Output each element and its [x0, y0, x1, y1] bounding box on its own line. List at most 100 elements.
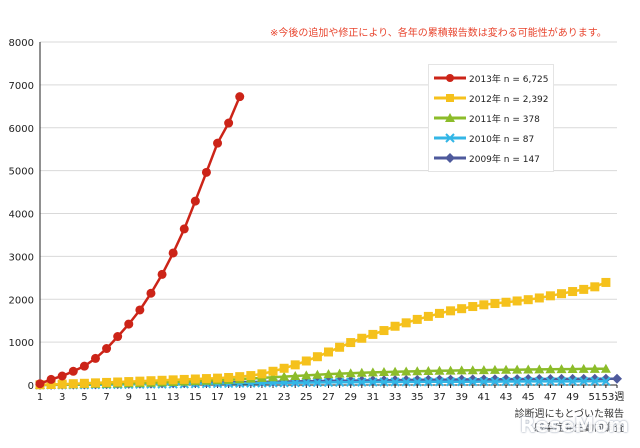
data-point: [290, 377, 300, 388]
x-tick-label: 49: [566, 392, 579, 403]
y-axis-ticks: 0 1000 2000 3000 4000 5000 6000 7000 8000: [9, 38, 34, 392]
data-point: [301, 370, 312, 380]
data-point: [102, 344, 112, 354]
data-point: [567, 376, 578, 387]
data-point: [102, 377, 112, 387]
y-tick-label: 0: [28, 381, 34, 392]
data-point: [268, 372, 279, 382]
data-point: [600, 363, 611, 373]
legend-marker-2013: [434, 74, 466, 82]
data-point: [312, 352, 322, 362]
data-point: [113, 377, 123, 387]
data-point: [501, 364, 512, 374]
data-point: [279, 371, 290, 381]
data-point: [312, 377, 323, 388]
data-point: [557, 289, 567, 299]
data-point-stroke: [567, 376, 578, 387]
x-tick-label: 25: [300, 392, 313, 403]
legend-label-2012: 2012年 n = 2,392: [469, 95, 549, 105]
x-tick-label: 47: [544, 392, 557, 403]
data-point: [479, 376, 489, 387]
legend-item-2012: 2012年 n = 2,392: [429, 89, 553, 107]
data-point: [567, 364, 578, 374]
legend-item-2013: 2013年 n = 6,725: [429, 69, 553, 87]
data-point: [146, 376, 156, 386]
series-2012: [35, 277, 611, 390]
data-point: [390, 375, 401, 386]
data-point: [168, 248, 178, 258]
data-point: [523, 376, 533, 387]
data-point: [367, 375, 378, 386]
series-line: [39, 281, 607, 387]
x-tick-label: 1: [37, 392, 43, 403]
data-point: [545, 364, 556, 374]
y-tick-label: 4000: [9, 210, 34, 221]
data-point: [201, 374, 211, 384]
data-point: [468, 376, 478, 387]
data-point-stroke: [401, 377, 411, 387]
legend-item-2009: 2009年 n = 147: [429, 149, 553, 167]
data-point: [457, 304, 467, 314]
data-point-stroke: [357, 377, 367, 387]
x-tick-label: 13: [167, 392, 180, 403]
x-tick-label: 33: [389, 392, 402, 403]
x-tick-label: 41: [477, 392, 490, 403]
data-point: [324, 347, 333, 357]
data-point-stroke: [468, 376, 478, 387]
data-point: [268, 366, 278, 376]
data-point: [568, 287, 578, 297]
data-point-stroke: [556, 376, 567, 387]
gridlines: [40, 41, 617, 343]
data-point: [68, 366, 78, 376]
legend-label-2009: 2009年 n = 147: [469, 155, 540, 165]
data-point: [412, 314, 422, 324]
resemom-watermark-logo: ReseMom: [520, 413, 629, 437]
data-point-stroke: [590, 376, 600, 387]
data-point: [68, 379, 78, 389]
x-tick-label: 43: [500, 392, 513, 403]
data-point: [213, 373, 223, 383]
x-tick-label: 11: [145, 392, 158, 403]
data-point: [290, 360, 300, 370]
y-tick-label: 1000: [9, 338, 34, 349]
legend-marker-2011: [434, 113, 466, 122]
data-point: [401, 377, 411, 387]
data-point: [434, 365, 445, 375]
data-point-stroke: [601, 376, 611, 386]
legend: 2013年 n = 6,725 2012年 n = 2,392 2011年 n …: [428, 64, 554, 172]
data-point-stroke: [379, 377, 389, 387]
x-tick-label: 39: [455, 392, 468, 403]
data-point-stroke: [345, 377, 356, 387]
x-tick-label: 27: [322, 392, 335, 403]
legend-label-2011: 2011年 n = 378: [469, 115, 540, 125]
data-point: [490, 299, 500, 309]
data-point: [390, 366, 401, 376]
data-point: [378, 367, 389, 377]
data-point-stroke: [512, 376, 522, 387]
data-point: [213, 138, 223, 148]
data-point: [423, 374, 434, 385]
x-tick-label: 9: [126, 392, 132, 403]
data-point: [456, 376, 467, 387]
x-tick-label: 3: [59, 392, 65, 403]
x-tick-label: 45: [522, 392, 535, 403]
data-point: [434, 377, 445, 387]
data-point-stroke: [323, 377, 334, 388]
legend-label-2010: 2010年 n = 87: [469, 135, 535, 145]
data-point: [579, 284, 589, 294]
source-note-line1: 診断週にもとづいた報告: [514, 409, 624, 420]
y-tick-label: 7000: [9, 81, 34, 92]
x-tick-label: 23: [278, 392, 291, 403]
data-point: [512, 364, 523, 374]
data-point: [512, 376, 522, 387]
data-point-stroke: [334, 377, 345, 388]
data-point-stroke: [545, 376, 556, 387]
data-point-stroke: [579, 376, 589, 387]
legend-label-2013: 2013年 n = 6,725: [469, 75, 549, 85]
data-point: [523, 364, 534, 374]
data-point: [334, 368, 345, 378]
data-point: [589, 363, 600, 373]
data-point: [390, 377, 400, 387]
data-point-stroke: [412, 377, 422, 387]
data-point: [168, 375, 178, 385]
